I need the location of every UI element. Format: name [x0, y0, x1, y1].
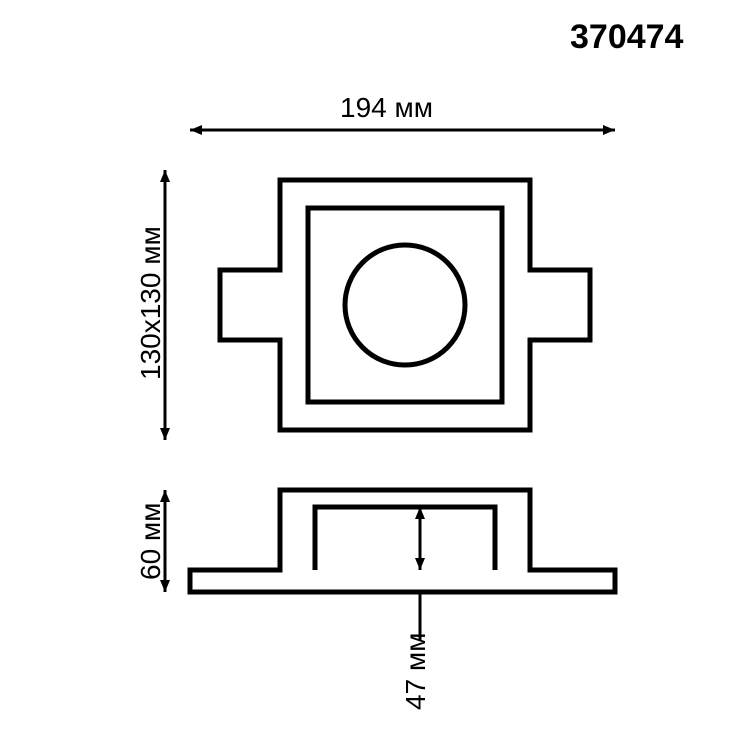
side-view-notch	[315, 507, 495, 570]
dim-depth-inner	[415, 507, 425, 640]
top-view-inner-square	[308, 208, 502, 402]
top-view-center-circle	[345, 245, 465, 365]
product-id: 370474	[570, 18, 683, 57]
label-cutout: 130x130 мм	[135, 226, 167, 380]
top-view-outline	[220, 180, 590, 430]
label-width-top: 194 мм	[340, 92, 433, 124]
drawing-canvas: 370474 194 мм 130x130 мм 60 мм 47 мм	[0, 0, 750, 750]
dim-width-top	[190, 125, 615, 570]
label-height-side: 60 мм	[135, 503, 167, 580]
label-depth-inner: 47 мм	[400, 633, 432, 710]
